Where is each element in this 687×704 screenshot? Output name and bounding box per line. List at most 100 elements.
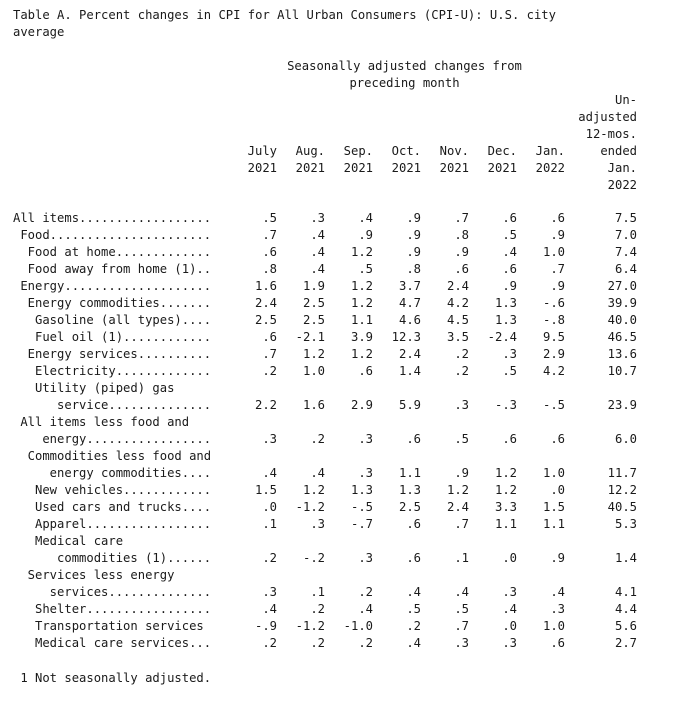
row-label: Energy....................	[13, 279, 212, 293]
value-cell	[473, 533, 517, 550]
value-cell: .4	[358, 211, 373, 225]
value-cell	[281, 533, 325, 550]
value-cell: 3.9	[350, 330, 373, 344]
value-cell: .3	[262, 585, 277, 599]
value-cell	[233, 533, 277, 550]
value-cell: 1.2	[302, 483, 325, 497]
value-cell: 2.9	[350, 398, 373, 412]
row-label: Energy commodities.......	[13, 296, 212, 310]
value-cell	[425, 448, 469, 465]
unadjusted-value-cell	[577, 380, 637, 397]
value-cell: .2	[358, 636, 373, 650]
unadjusted-value-cell: 40.5	[607, 500, 637, 514]
value-cell: .2	[310, 432, 325, 446]
column-header-year: 2021	[295, 161, 325, 175]
unadjusted-header-line: 12-mos.	[585, 127, 637, 141]
column-header-year: 2021	[487, 161, 517, 175]
value-cell: .5	[358, 262, 373, 276]
value-cell: .7	[262, 347, 277, 361]
value-cell: .5	[406, 602, 421, 616]
unadjusted-value-cell: 23.9	[607, 398, 637, 412]
unadjusted-value-cell: 39.9	[607, 296, 637, 310]
unadjusted-value-cell: 7.5	[614, 211, 637, 225]
value-cell: .5	[502, 364, 517, 378]
value-cell: 4.7	[398, 296, 421, 310]
value-cell: .7	[262, 228, 277, 242]
value-cell	[521, 380, 565, 397]
value-cell: -.5	[350, 500, 373, 514]
unadjusted-value-cell: 7.4	[614, 245, 637, 259]
value-cell: .4	[310, 245, 325, 259]
value-cell	[233, 414, 277, 431]
unadjusted-value-cell: 5.3	[614, 517, 637, 531]
value-cell: 2.2	[254, 398, 277, 412]
value-cell: -.7	[350, 517, 373, 531]
column-header-month: Sep.	[343, 144, 373, 158]
value-cell	[281, 567, 325, 584]
unadjusted-header-line: 2022	[607, 178, 637, 192]
unadjusted-value-cell: 46.5	[607, 330, 637, 344]
value-cell: .5	[502, 228, 517, 242]
column-header-month: Nov.	[439, 144, 469, 158]
row-label: Apparel.................	[13, 517, 212, 531]
row-label: services..............	[13, 585, 212, 599]
value-cell: .0	[502, 619, 517, 633]
value-cell: -.5	[542, 398, 565, 412]
value-cell: .2	[406, 619, 421, 633]
value-cell: 1.1	[494, 517, 517, 531]
value-cell: .4	[310, 262, 325, 276]
value-cell: .6	[502, 211, 517, 225]
value-cell: .2	[310, 636, 325, 650]
value-cell: .3	[454, 636, 469, 650]
value-cell: 2.4	[254, 296, 277, 310]
value-cell: -.3	[494, 398, 517, 412]
value-cell: 1.9	[302, 279, 325, 293]
value-cell: 1.2	[350, 279, 373, 293]
value-cell: 2.5	[398, 500, 421, 514]
value-cell: .2	[310, 602, 325, 616]
value-cell	[329, 533, 373, 550]
value-cell: 1.5	[254, 483, 277, 497]
value-cell: .9	[550, 228, 565, 242]
value-cell: .8	[262, 262, 277, 276]
value-cell: .9	[406, 228, 421, 242]
value-cell: .4	[550, 585, 565, 599]
row-label: Energy services..........	[13, 347, 212, 361]
column-header-year: 2022	[535, 161, 565, 175]
value-cell	[473, 567, 517, 584]
unadjusted-value-cell: 6.0	[614, 432, 637, 446]
column-header-year: 2021	[391, 161, 421, 175]
value-cell: .9	[502, 279, 517, 293]
value-cell: 1.3	[494, 296, 517, 310]
value-cell	[425, 414, 469, 431]
row-label: Services less energy	[13, 568, 175, 582]
unadjusted-value-cell: 5.6	[614, 619, 637, 633]
row-label: Electricity.............	[13, 364, 212, 378]
value-cell: .6	[550, 211, 565, 225]
unadjusted-header-line: adjusted	[578, 110, 637, 124]
row-label: energy.................	[13, 432, 212, 446]
value-cell: 1.1	[350, 313, 373, 327]
value-cell: .6	[358, 364, 373, 378]
value-cell	[233, 567, 277, 584]
value-cell: .4	[262, 602, 277, 616]
value-cell: .9	[454, 245, 469, 259]
value-cell: .2	[358, 585, 373, 599]
value-cell: 1.6	[302, 398, 325, 412]
value-cell: 1.3	[398, 483, 421, 497]
value-cell	[377, 380, 421, 397]
value-cell	[473, 448, 517, 465]
value-cell: .2	[454, 347, 469, 361]
value-cell: 1.2	[446, 483, 469, 497]
value-cell: 1.0	[542, 245, 565, 259]
value-cell: .6	[406, 432, 421, 446]
unadjusted-value-cell: 6.4	[614, 262, 637, 276]
unadjusted-value-cell: 2.7	[614, 636, 637, 650]
value-cell: .4	[406, 636, 421, 650]
value-cell: .0	[262, 500, 277, 514]
value-cell: .4	[310, 228, 325, 242]
row-label: All items..................	[13, 211, 212, 225]
unadjusted-value-cell: 40.0	[607, 313, 637, 327]
unadjusted-value-cell: 11.7	[607, 466, 637, 480]
unadjusted-value-cell	[577, 414, 637, 431]
